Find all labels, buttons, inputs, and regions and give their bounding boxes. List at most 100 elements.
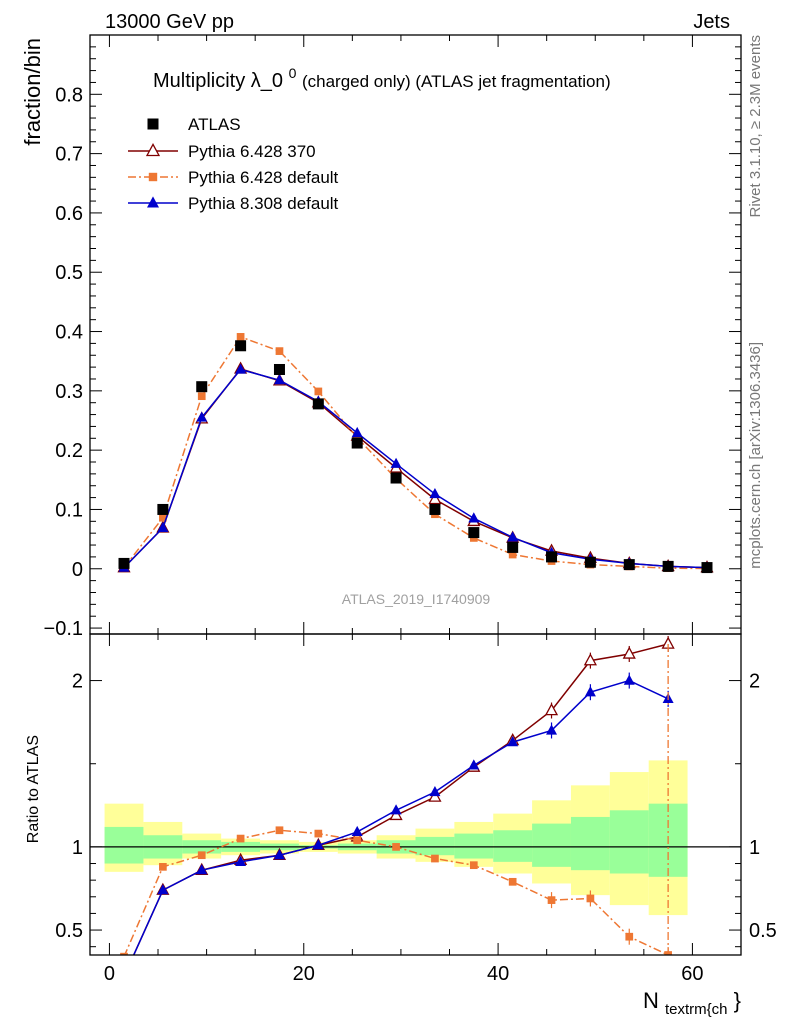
ratio-y-tick-label-left: 2	[72, 671, 83, 693]
chart-title-rest: (charged only) (ATLAS jet fragmentation)	[302, 72, 611, 91]
chart-title: Multiplicity λ_0 0 (charged only) (ATLAS…	[153, 61, 611, 92]
legend-item: ATLAS	[147, 115, 241, 134]
legend: ATLAS Pythia 6.428 370 Pythia 6.428 defaul…	[128, 115, 339, 213]
y-tick-label: 0.2	[55, 440, 83, 462]
ratio-point	[119, 971, 130, 981]
ratio-point	[353, 836, 362, 845]
data-point	[468, 527, 480, 539]
y-tick-label: −0.1	[44, 618, 83, 640]
data-point	[468, 512, 480, 523]
data-point	[508, 550, 517, 559]
main-plot-area: −0.1 0 0.1 0.2 0.3 0.4 0.5 0.6 0.7 0.8	[44, 34, 742, 640]
ratio-point	[159, 862, 167, 871]
data-point	[662, 560, 674, 572]
ratio-point	[623, 674, 635, 685]
ratio-point	[236, 834, 245, 843]
series-pythia-6-428-370	[117, 361, 714, 573]
ratio-point	[312, 839, 324, 850]
ratio-point	[275, 826, 284, 835]
data-point	[507, 541, 519, 553]
ratio-point	[431, 854, 439, 863]
ratio-y-tick-label-right: 0.5	[749, 920, 777, 942]
legend-marker	[147, 118, 159, 130]
legend-label: Pythia 6.428 default	[188, 168, 339, 187]
x-axis-label-main: N	[643, 988, 659, 1013]
data-point	[390, 472, 402, 484]
ratio-point	[546, 724, 558, 735]
ratio-frame	[89, 633, 742, 956]
ratio-series	[119, 635, 675, 981]
y-tick-label: 0.3	[55, 381, 83, 403]
y-tick-label: 0.5	[55, 262, 83, 284]
legend-marker	[148, 172, 158, 182]
data-point	[275, 347, 284, 355]
data-point	[312, 398, 324, 410]
ratio-y-tick-label-left: 1	[72, 837, 83, 859]
ratio-pythia-8-308-default	[132, 672, 674, 955]
data-point	[157, 503, 169, 515]
header-left: 13000 GeV pp	[105, 11, 234, 33]
data-point	[351, 426, 363, 438]
ratio-point	[586, 894, 595, 903]
header-right: Jets	[693, 11, 730, 33]
ratio-point	[392, 843, 400, 851]
ratio-point	[351, 825, 363, 837]
x-axis-label: N textrm{ch }	[643, 988, 741, 1019]
ratio-band-green	[570, 816, 610, 871]
y-tick-label: 0	[72, 559, 83, 581]
data-point	[159, 513, 167, 522]
series-line	[123, 368, 708, 569]
legend-marker	[147, 196, 159, 208]
series-pythia-6-428-default	[120, 333, 711, 573]
watermark: ATLAS_2019_I1740909	[342, 591, 491, 607]
ratio-point	[390, 804, 402, 815]
ratio-y-tick-label-right: 2	[749, 671, 760, 693]
data-point	[236, 333, 245, 341]
ratio-band-green	[609, 810, 649, 874]
ratio-point	[583, 653, 597, 666]
ratio-point	[157, 884, 169, 895]
ratio-point	[235, 855, 247, 866]
ratio-bands	[90, 760, 741, 916]
x-axis: 0 20 40 60	[104, 35, 742, 985]
data-point	[118, 557, 130, 569]
data-point	[314, 387, 323, 396]
y-tick-label: 0.4	[55, 322, 83, 344]
main-ylabel: fraction/bin	[20, 38, 45, 146]
chart-title-main: Multiplicity λ_0	[153, 70, 283, 92]
y-tick-label: 0.8	[55, 84, 83, 106]
ratio-band-green	[104, 826, 144, 864]
ratio-y-tick-label-right: 1	[749, 837, 760, 859]
y-tick-label: 0.1	[55, 499, 83, 521]
ratio-point	[469, 861, 478, 870]
data-point	[235, 363, 247, 374]
legend-item: Pythia 6.428 370	[128, 142, 316, 161]
ratio-point	[625, 932, 634, 941]
ratio-point	[120, 952, 128, 955]
data-point	[196, 381, 208, 393]
ratio-band-green	[415, 836, 455, 856]
ratio-point	[622, 646, 636, 659]
data-point	[235, 340, 247, 352]
data-point	[197, 392, 206, 401]
ratio-y-axis: 0.5 0.5 1 1 2 2	[55, 671, 777, 948]
data-point	[157, 521, 169, 532]
series-line	[123, 368, 708, 569]
legend-label: Pythia 8.308 default	[188, 194, 339, 213]
x-axis-label-sub: textrm{ch	[665, 1001, 728, 1018]
data-point	[546, 551, 558, 563]
data-point	[429, 487, 441, 499]
series-atlas	[118, 340, 713, 574]
legend-marker	[145, 143, 161, 157]
data-point	[584, 556, 596, 568]
ratio-point	[508, 877, 517, 886]
x-tick-label: 0	[104, 963, 115, 985]
x-tick-label: 20	[293, 963, 315, 985]
data-point	[429, 503, 441, 515]
rivet-label: Rivet 3.1.10, ≥ 2.3M events	[747, 35, 764, 218]
data-point	[428, 491, 442, 505]
mcplots-label: mcplots.cern.ch [arXiv:1306.3436]	[747, 342, 764, 569]
ratio-plot-area: 0 20 40 60 0.5 0.5 1 1 2 2	[55, 35, 777, 985]
ratio-point	[584, 686, 596, 697]
